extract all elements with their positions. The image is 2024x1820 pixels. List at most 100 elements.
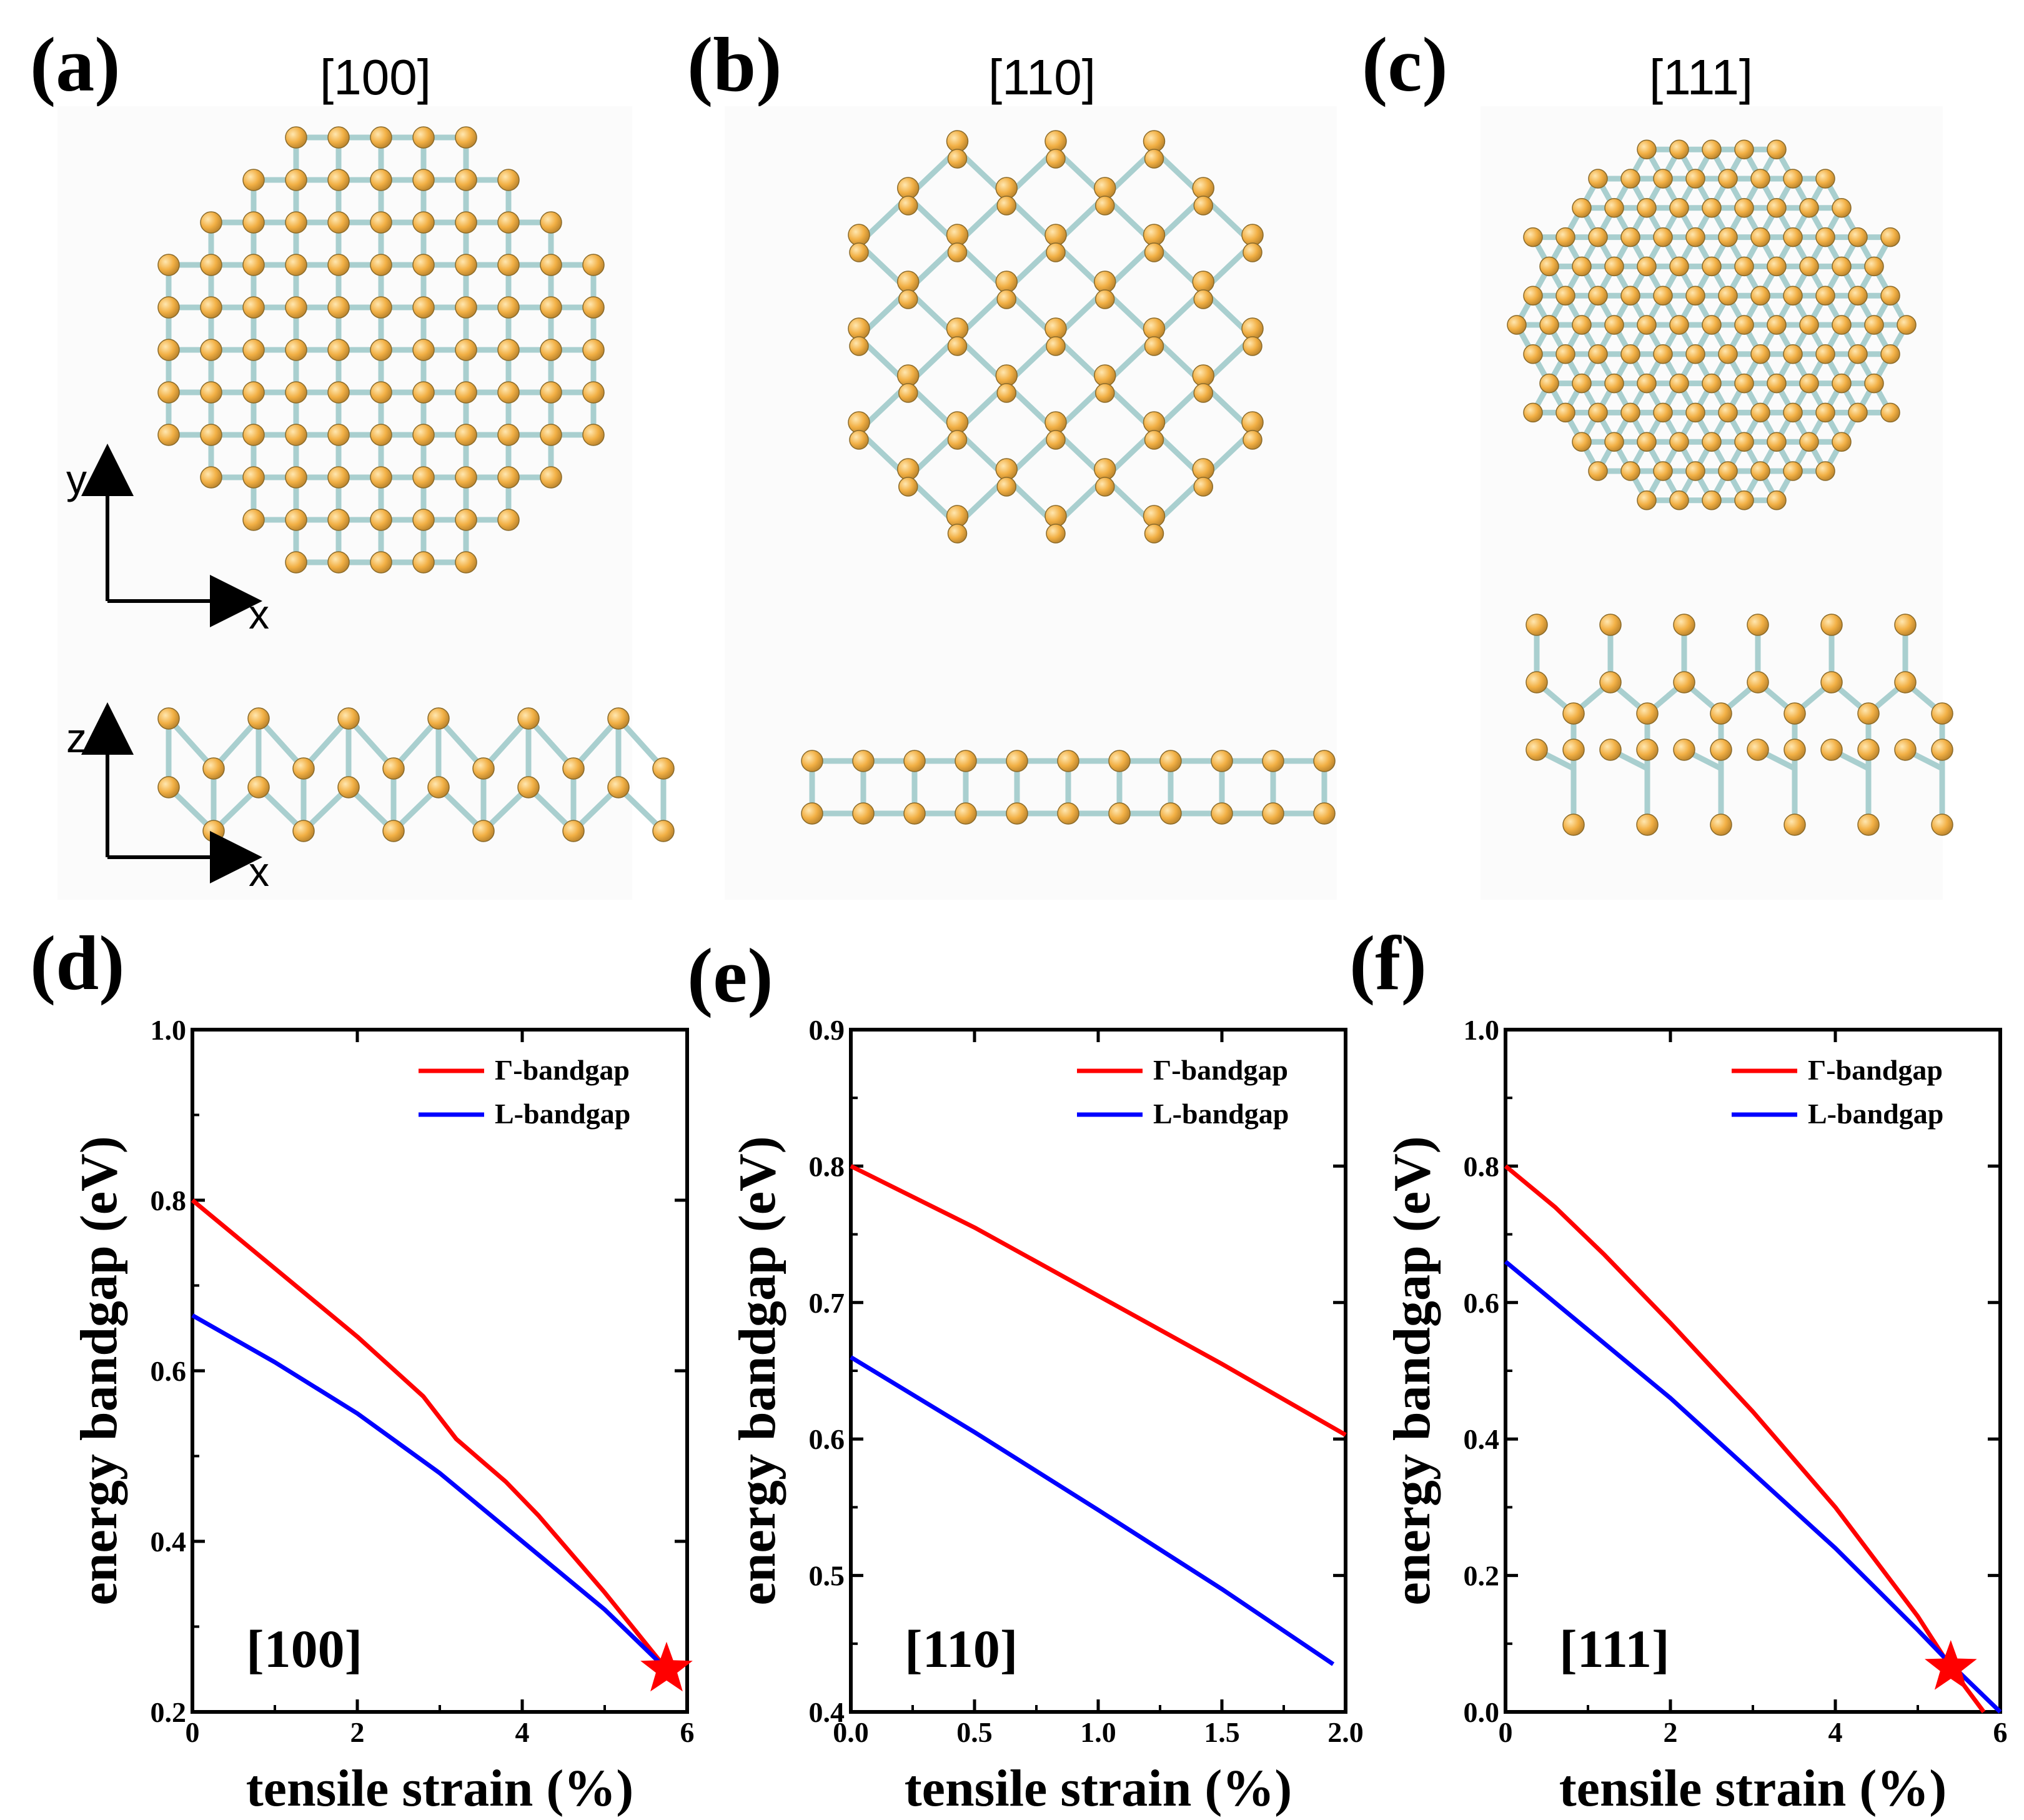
atom [370, 211, 392, 234]
atom [370, 551, 392, 574]
atom [497, 509, 520, 531]
atom [1604, 432, 1624, 452]
atom [517, 707, 540, 730]
bond [390, 715, 442, 772]
atom [562, 820, 585, 842]
atom [370, 424, 392, 446]
atom [1262, 802, 1284, 825]
atom [1783, 344, 1803, 364]
legend-entry: L-bandgap [495, 1098, 630, 1130]
x-tick-label: 0.5 [956, 1716, 993, 1748]
atom [1523, 344, 1543, 364]
atom [1767, 256, 1787, 277]
atom [1702, 490, 1722, 510]
atom [1523, 402, 1543, 423]
atom [898, 477, 918, 497]
atom [1572, 432, 1592, 452]
atom [472, 757, 495, 780]
atom [898, 196, 918, 216]
y-tick-label: 0.0 [1464, 1696, 1500, 1728]
atom [1734, 315, 1754, 335]
atom [412, 424, 435, 446]
atom [1006, 750, 1028, 772]
atom [1783, 169, 1803, 189]
atom [327, 551, 350, 574]
x-tick-label: 2.0 [1327, 1716, 1364, 1748]
atom [412, 381, 435, 404]
chart-f: 0 2 4 6 0.0 0.2 0.4 0.6 0.8 1.0 tensile strain (%)… [1383, 1014, 2008, 1818]
atom [1604, 198, 1624, 218]
atom [1750, 461, 1770, 481]
atom [247, 707, 270, 730]
y-tick-label: 1.0 [1464, 1014, 1500, 1046]
bond [300, 715, 352, 772]
atom [1588, 344, 1608, 364]
inset-direction-label: [100] [246, 1619, 362, 1679]
atom [1880, 402, 1900, 423]
atom [497, 466, 520, 489]
atom [1555, 227, 1575, 247]
atom [1894, 614, 1917, 636]
atom [1562, 702, 1585, 725]
atom [1702, 198, 1722, 218]
atom [652, 757, 675, 780]
atom [1599, 738, 1622, 761]
atom [582, 381, 605, 404]
y-tick-label: 0.4 [809, 1696, 845, 1728]
atom [427, 776, 450, 798]
series-line-L [191, 1313, 668, 1671]
atom [1211, 802, 1233, 825]
atom [157, 296, 180, 319]
atom [1734, 432, 1754, 452]
atom [242, 339, 265, 361]
y-tick-label: 1.0 [151, 1014, 187, 1046]
atom [1718, 286, 1738, 306]
atom [327, 381, 350, 404]
atom [1211, 750, 1233, 772]
atom [455, 381, 477, 404]
x-tick-label: 1.0 [1080, 1716, 1116, 1748]
atom [455, 424, 477, 446]
atom [455, 466, 477, 489]
atom [1159, 802, 1182, 825]
atom [1523, 227, 1543, 247]
atom [1620, 169, 1640, 189]
atom [1046, 149, 1066, 169]
axis-z-letter: z [66, 715, 87, 761]
atom [1799, 373, 1819, 394]
axis-y-letter: y [66, 456, 87, 502]
atom [1685, 169, 1705, 189]
atom [1718, 402, 1738, 423]
panel-label-f: (f) [1349, 920, 1427, 1006]
atom [412, 509, 435, 531]
atom [1750, 227, 1770, 247]
atom [412, 339, 435, 361]
bond [211, 715, 262, 772]
plot-frame [1504, 1028, 2002, 1714]
atom [370, 296, 392, 319]
atom [1783, 402, 1803, 423]
y-tick-label: 0.6 [809, 1423, 845, 1455]
bond [525, 715, 577, 772]
atom [801, 750, 823, 772]
atom [497, 339, 520, 361]
atom [285, 424, 307, 446]
atom [327, 509, 350, 531]
atom [898, 289, 918, 309]
atom [1572, 373, 1592, 394]
panel-c-direction: [111] [1649, 49, 1754, 105]
bond [480, 715, 532, 772]
atom [455, 339, 477, 361]
atom [1637, 198, 1657, 218]
atom [1108, 802, 1131, 825]
atom [540, 296, 562, 319]
atom [412, 254, 435, 276]
atom [849, 336, 869, 356]
atom [1057, 802, 1079, 825]
atom [1783, 702, 1806, 725]
atom [1750, 286, 1770, 306]
atom [1702, 139, 1722, 159]
x-tick-label: 4 [515, 1716, 530, 1748]
atom [157, 776, 180, 798]
atom [370, 509, 392, 531]
